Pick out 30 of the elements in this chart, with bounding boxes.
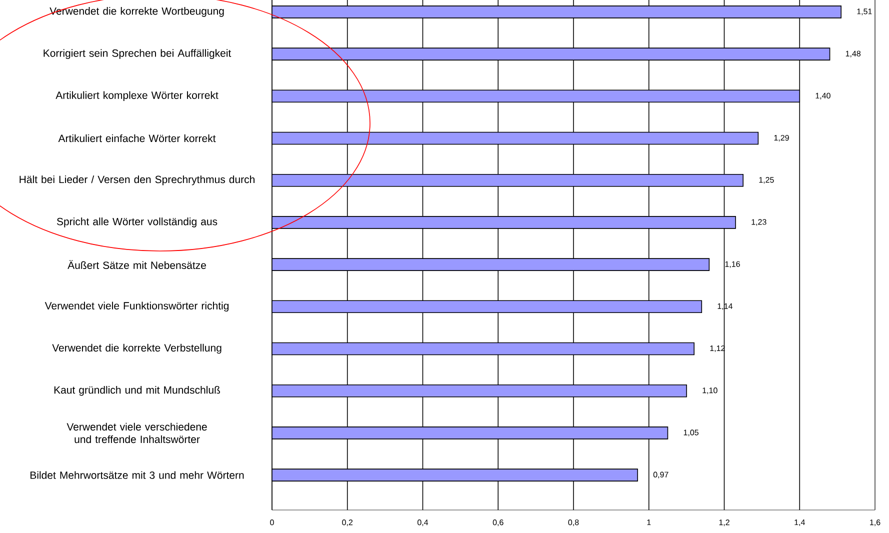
data-label: 1,48	[846, 50, 861, 58]
x-tick-label: 0,2	[342, 520, 353, 526]
y-tick-label: Verwendet viele Funktionswörter richtig	[44, 302, 229, 312]
data-label: 1,29	[774, 134, 789, 142]
data-label: 1,10	[702, 388, 718, 394]
data-label: 1,51	[857, 8, 872, 16]
x-tick-label: 1,2	[719, 520, 730, 526]
y-tick-label: Verwendet viele verschiedene und treffende Inhaltswörter	[66, 422, 207, 444]
x-tick-label: 1	[647, 520, 651, 526]
y-tick-label: Artikuliert einfache Wörter korrekt	[58, 134, 216, 142]
y-tick-label: Bildet Mehrwortsätze mit 3 und mehr Wörtern	[30, 471, 244, 479]
data-label: 1,16	[725, 261, 740, 268]
y-tick-label: Artikuliert komplexe Wörter korrekt	[56, 91, 218, 102]
x-tick-label: 0,4	[418, 520, 428, 526]
x-tick-label: 1,4	[794, 520, 805, 526]
data-label: 1,23	[752, 219, 766, 226]
y-tick-label: Korrigiert sein Sprechen bei Auffälligkeit	[44, 49, 232, 59]
data-label: 1,05	[684, 430, 698, 436]
y-tick-label: Verwendet die korrekte Verbstellung	[52, 344, 222, 354]
y-tick-label: Hält bei Lieder / Versen den Sprechrythmus durch	[20, 175, 254, 186]
y-tick-label: Äußert Sätze mit Nebensätze	[68, 260, 206, 269]
data-label: 1,40	[816, 92, 830, 100]
data-label: 0,97	[653, 472, 668, 478]
x-tick-label: 0	[270, 520, 274, 526]
data-label: 1,25	[759, 177, 774, 184]
x-tick-label: 0,8	[568, 520, 579, 526]
x-tick-label: 1,6	[870, 520, 880, 526]
x-tick-label: 0,6	[492, 520, 504, 526]
y-tick-label: Spricht alle Wörter vollständig aus	[56, 218, 218, 228]
y-tick-label: Kaut gründlich und mit Mundschluß	[54, 386, 220, 396]
